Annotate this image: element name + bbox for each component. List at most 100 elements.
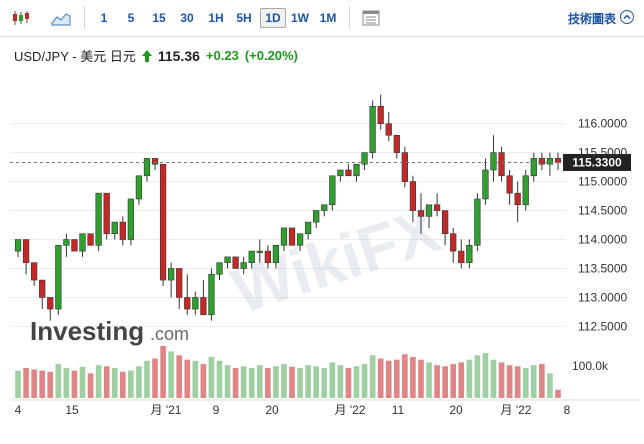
candlestick-chart-svg[interactable]: WikiFX Investing .com 115.3300 116.00001… <box>0 76 644 439</box>
candle-body <box>514 192 521 206</box>
candle-body <box>159 163 167 281</box>
volume-bar <box>281 364 287 398</box>
volume-bar <box>547 373 553 398</box>
candle-body <box>14 239 22 252</box>
candle-body <box>224 256 231 263</box>
y-tick-label: 114.0000 <box>578 233 627 247</box>
candle-body <box>522 175 529 206</box>
chart-toolbar: 1 5 15 30 1H 5H 1D 1W 1M 技術圖表 <box>0 0 644 37</box>
candle-body <box>393 134 400 153</box>
volume-bar <box>450 364 457 398</box>
candle-body <box>546 158 554 165</box>
volume-group <box>15 346 561 398</box>
candle-body <box>256 250 263 253</box>
interval-5-button[interactable]: 5 <box>127 11 135 25</box>
candle-body <box>554 158 562 163</box>
candle-body <box>361 152 368 165</box>
candlestick-icon[interactable] <box>10 8 32 28</box>
candle-body <box>417 210 425 217</box>
candle-body <box>538 158 545 165</box>
volume-bar <box>434 365 440 398</box>
candle-body <box>87 233 94 246</box>
interval-1h-button[interactable]: 1H <box>208 11 224 25</box>
volume-bar <box>377 358 384 398</box>
volume-bar <box>63 367 70 398</box>
volume-scale-label: 100.0k <box>572 359 609 373</box>
area-chart-icon[interactable] <box>50 8 72 28</box>
volume-bar <box>393 359 400 398</box>
candle-body <box>143 158 151 177</box>
volume-bar <box>402 354 408 398</box>
y-tick-label: 112.5000 <box>578 319 627 333</box>
chart-grid <box>10 123 566 327</box>
interval-30-button[interactable]: 30 <box>180 11 194 25</box>
volume-bar <box>337 365 344 398</box>
volume-bar <box>152 358 158 398</box>
volume-bar <box>289 366 295 398</box>
candle-body <box>409 181 417 211</box>
candle-body <box>39 279 46 298</box>
volume-bar <box>144 360 150 398</box>
interval-5h-button[interactable]: 5H <box>236 11 252 25</box>
volume-bar <box>87 373 94 398</box>
volume-bar <box>385 360 392 398</box>
candle-body <box>55 245 62 310</box>
volume-bar <box>103 366 110 398</box>
volume-bar <box>232 367 239 398</box>
volume-bar <box>506 365 513 398</box>
volume-bar <box>47 371 54 398</box>
price-chart[interactable]: WikiFX Investing .com 115.3300 116.0000 1… <box>0 76 644 439</box>
candle-body <box>200 297 207 316</box>
volume-bar <box>297 367 303 398</box>
volume-bar <box>410 356 416 398</box>
candle-body <box>433 204 441 211</box>
volume-bar <box>482 353 489 398</box>
technical-chart-link[interactable]: 技術圖表 <box>568 10 634 27</box>
volume-bar <box>273 366 279 398</box>
interval-1w-button[interactable]: 1W <box>291 11 309 25</box>
current-price-value: 115.3300 <box>572 155 622 169</box>
candle-body <box>530 158 537 177</box>
y-tick-label: 115.0000 <box>578 175 627 189</box>
interval-1-button[interactable]: 1 <box>100 11 108 25</box>
volume-bar <box>184 359 191 398</box>
y-tick-label: 113.0000 <box>578 290 627 304</box>
quote-header: USD/JPY - 美元 日元 115.36 +0.23 (+0.20%) <box>14 46 298 65</box>
interval-1d-button[interactable]: 1D <box>260 8 286 28</box>
candle-body <box>111 221 118 235</box>
candle-body <box>272 245 280 263</box>
candle-body <box>353 163 360 177</box>
candle-body <box>103 192 110 235</box>
candle-body <box>184 297 191 310</box>
volume-bar <box>248 367 255 398</box>
candle-body <box>71 239 78 252</box>
candle-body <box>31 262 38 281</box>
volume-bar <box>353 366 360 398</box>
chart-settings-icon[interactable] <box>360 8 382 28</box>
candle-body <box>63 239 70 246</box>
volume-bar <box>39 370 46 398</box>
candle-body <box>296 233 304 246</box>
candle-body <box>506 175 513 194</box>
candle-body <box>151 158 159 165</box>
current-price-label-group: 115.3300 <box>563 153 631 171</box>
volume-bar <box>490 359 497 398</box>
interval-1m-button[interactable]: 1M <box>319 11 337 25</box>
volume-bar <box>458 362 465 398</box>
candles-group <box>14 94 562 321</box>
volume-bar <box>119 371 126 398</box>
candle-body <box>176 268 183 298</box>
x-tick-label: 20 <box>449 403 463 417</box>
volume-bar <box>474 355 481 398</box>
candle-body <box>329 175 336 206</box>
volume-bar <box>208 356 215 398</box>
candle-body <box>280 227 288 246</box>
volume-bar <box>442 366 448 398</box>
toolbar-divider <box>349 6 350 30</box>
volume-bar <box>345 367 352 398</box>
interval-15-button[interactable]: 15 <box>152 11 166 25</box>
x-axis: 4 15 月 '21 9 20 月 '22 11 20 月 '22 8 <box>10 399 640 417</box>
candle-body <box>442 210 449 235</box>
candle-body <box>490 152 497 171</box>
volume-bar <box>55 364 62 398</box>
